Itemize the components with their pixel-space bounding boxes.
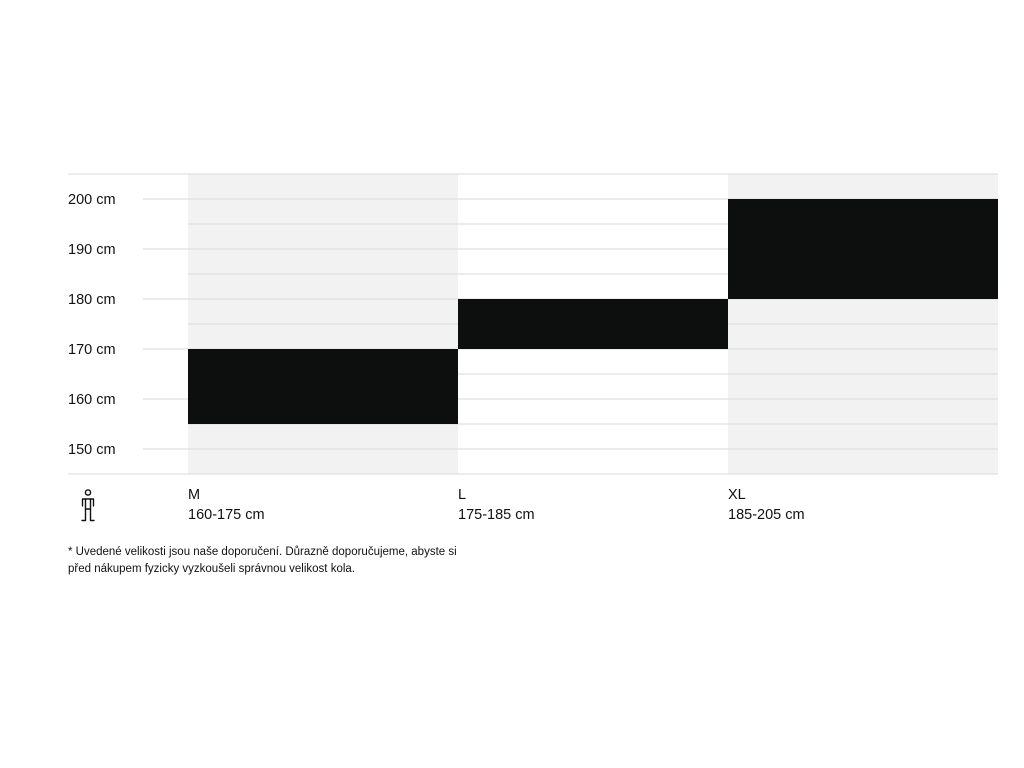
footnote: * Uvedené velikosti jsou naše doporučení… <box>68 544 528 577</box>
x-range-label: 160-175 cm <box>188 507 265 523</box>
x-category-label: M <box>188 487 200 503</box>
x-range-label: 175-185 cm <box>458 507 535 523</box>
y-tick-label: 190 cm <box>68 242 116 258</box>
footnote-line-2: před nákupem fyzicky vyzkoušeli správnou… <box>68 562 355 575</box>
x-range-label: 185-205 cm <box>728 507 805 523</box>
range-bar-xl <box>728 199 998 299</box>
x-category-label: L <box>458 487 466 503</box>
person-height-icon <box>81 489 95 522</box>
y-tick-label: 200 cm <box>68 192 116 208</box>
y-tick-label: 160 cm <box>68 392 116 408</box>
y-tick-label: 180 cm <box>68 292 116 308</box>
y-tick-label: 150 cm <box>68 442 116 458</box>
x-category-label: XL <box>728 487 746 503</box>
range-bar-l <box>458 299 728 349</box>
y-tick-label: 170 cm <box>68 342 116 358</box>
footnote-line-1: * Uvedené velikosti jsou naše doporučení… <box>68 546 457 558</box>
range-bar-m <box>188 349 458 424</box>
